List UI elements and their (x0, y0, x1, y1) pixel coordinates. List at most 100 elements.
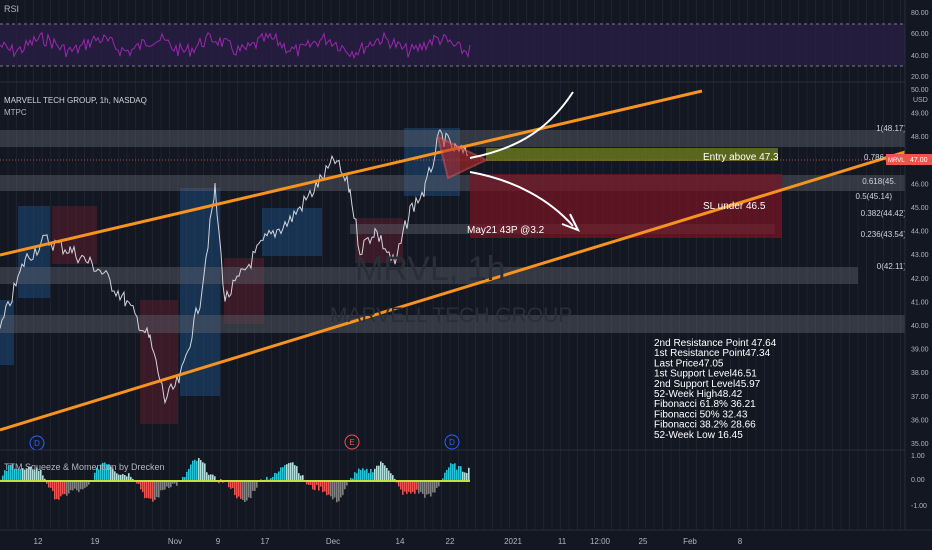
stop-note[interactable]: SL under 46.5 (703, 201, 766, 212)
price-axis-label: 48.00 (911, 134, 929, 141)
momentum-histogram (0, 458, 470, 503)
price-axis-label: 36.00 (911, 417, 929, 424)
time-axis-label: 8 (738, 537, 743, 546)
key-level-line: 52-Week Low 16.45 (654, 430, 743, 441)
rsi-axis-label: 80.00 (911, 10, 929, 17)
time-axis-label: 25 (639, 537, 648, 546)
entry-zone (486, 148, 778, 161)
time-axis-label: 22 (446, 537, 455, 546)
key-level-line: 1st Resistance Point47.34 (654, 348, 771, 359)
momentum-axis-label: 1.00 (911, 453, 925, 460)
red-triangle[interactable] (436, 135, 489, 180)
time-axis-label: 12 (34, 537, 43, 546)
rsi-axis-label: 40.00 (911, 53, 929, 60)
svg-text:0.382(44.42): 0.382(44.42) (861, 209, 907, 218)
symbol-tag (886, 154, 908, 165)
key-level-line: 2nd Support Level45.97 (654, 379, 761, 390)
time-axis-label: 17 (261, 537, 270, 546)
momentum-panel[interactable]: TTM Squeeze & Momentum by Drecken (0, 458, 470, 503)
symbol-title[interactable]: MARVELL TECH GROUP, 1h, NASDAQ (4, 96, 147, 105)
key-level-line: 1st Support Level46.51 (654, 369, 757, 380)
price-axis-label: 38.00 (911, 370, 929, 377)
svg-text:E: E (349, 438, 354, 447)
price-axis-label: 44.00 (911, 229, 929, 236)
event-marker-d2[interactable]: D (444, 434, 460, 450)
time-axis-label: 12:00 (590, 537, 611, 546)
price-axis-label: 42.00 (911, 276, 929, 283)
key-levels-list: 2nd Resistance Point 47.64 1st Resistance… (654, 338, 777, 441)
event-marker-e[interactable]: E (344, 434, 360, 450)
rsi-label[interactable]: RSI (4, 4, 20, 14)
svg-text:1(48.17): 1(48.17) (876, 124, 906, 133)
price-axis-labels: 50.00 49.00 48.00 46.00 45.00 44.00 43.00 42.00… (911, 87, 929, 448)
price-axis-label: 49.00 (911, 111, 929, 118)
rsi-band (0, 24, 905, 66)
price-axis-label: 45.00 (911, 205, 929, 212)
momentum-axis-label: -1.00 (911, 503, 927, 510)
watermark-ticker: MRVL, 1h (355, 250, 506, 288)
blue-zone (262, 208, 322, 256)
price-tag-text: 47.00 (910, 157, 928, 164)
price-axis-label: 37.00 (911, 394, 929, 401)
svg-text:0.236(43.54): 0.236(43.54) (861, 230, 907, 239)
price-axis-label: 39.00 (911, 347, 929, 354)
blue-zone (180, 188, 220, 396)
time-axis[interactable]: 12 19 Nov 9 17 Dec 14 22 2021 11 12:00 25 Feb 8 (0, 529, 932, 546)
time-axis-label: Feb (683, 537, 697, 546)
svg-text:0.5(45.14): 0.5(45.14) (856, 192, 893, 201)
watermark-name: MARVELL TECH GROUP (330, 304, 572, 327)
svg-text:D: D (34, 439, 40, 448)
rsi-axis-label: 60.00 (911, 31, 929, 38)
time-axis-label: Dec (326, 537, 340, 546)
momentum-axis-label: 0.00 (911, 477, 925, 484)
price-panel[interactable]: D E D MRVL, 1h MARVELL TECH GROUP Entry … (0, 89, 907, 451)
time-axis-label: 2021 (504, 537, 522, 546)
key-level-line: Fibonacci 38.2% 28.66 (654, 420, 756, 431)
svg-text:0.618(45.: 0.618(45. (862, 177, 896, 186)
price-axis-label: 50.00 (911, 87, 929, 94)
svg-text:D: D (449, 438, 455, 447)
entry-note[interactable]: Entry above 47.3 (703, 152, 779, 163)
key-level-line: 52-Week High48.42 (654, 389, 743, 400)
price-axis-label: 35.00 (911, 441, 929, 448)
time-axis-label: 9 (216, 537, 221, 546)
price-axis-label: 43.00 (911, 252, 929, 259)
red-zone (140, 300, 178, 424)
time-axis-label: 11 (558, 537, 567, 546)
time-axis-label: 19 (91, 537, 100, 546)
blue-zone (0, 300, 14, 365)
rsi-line (0, 31, 471, 60)
bullish-projection-arrow[interactable] (469, 91, 574, 159)
rsi-panel[interactable] (0, 23, 905, 67)
rsi-axis-label: 20.00 (911, 74, 929, 81)
price-tag (908, 154, 932, 165)
bearish-projection-arrow[interactable] (469, 171, 574, 227)
symbol-tag-text: MRVL (888, 158, 905, 164)
price-axis-label: 41.00 (911, 299, 929, 306)
option-note[interactable]: May21 43P @3.2 (467, 225, 545, 236)
price-line (0, 129, 469, 405)
key-level-line: Fibonacci 50% 32.43 (654, 409, 748, 420)
momentum-axis-labels: 1.00 0.00 -1.00 (911, 453, 927, 510)
arrowhead-icon (561, 213, 581, 232)
rsi-axis-labels: 80.00 60.00 40.00 20.00 (911, 10, 929, 81)
fib-labels: 1(48.17) 0.786 0.618(45. 0.5(45.14) 0.38… (856, 124, 907, 271)
key-level-line: Last Price47.05 (654, 358, 724, 369)
channel-lower-line[interactable] (0, 150, 906, 432)
channel-upper-line[interactable] (0, 89, 703, 257)
price-axis[interactable]: 80.00 60.00 40.00 20.00 USD 50.00 49.00 48.00… (886, 0, 932, 550)
price-axis-label: 46.00 (911, 181, 929, 188)
currency-label: USD (913, 97, 928, 104)
indicator-label[interactable]: MTPC (4, 108, 27, 117)
svg-text:0(42.11): 0(42.11) (877, 262, 907, 271)
time-axis-label: Nov (168, 537, 182, 546)
vertical-grid (7, 0, 901, 530)
key-level-line: 2nd Resistance Point 47.64 (654, 338, 777, 349)
momentum-label: TTM Squeeze & Momentum by Drecken (4, 462, 165, 472)
time-axis-labels: 12 19 Nov 9 17 Dec 14 22 2021 11 12:00 25 Feb 8 (34, 537, 743, 546)
price-axis-label: 40.00 (911, 323, 929, 330)
time-axis-label: 14 (396, 537, 405, 546)
key-level-line: Fibonacci 61.8% 36.21 (654, 399, 756, 410)
svg-text:0.786: 0.786 (864, 153, 885, 162)
